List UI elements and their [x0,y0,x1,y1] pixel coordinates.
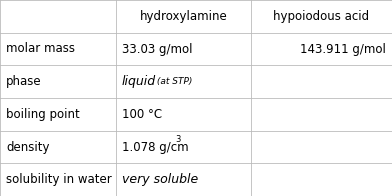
Text: 33.03 g/mol: 33.03 g/mol [122,43,192,55]
Text: hypoiodous acid: hypoiodous acid [273,10,370,23]
Text: 3: 3 [175,135,180,144]
Text: (at STP): (at STP) [154,77,192,86]
Text: boiling point: boiling point [6,108,80,121]
Text: 143.911 g/mol: 143.911 g/mol [300,43,386,55]
Text: 100 °C: 100 °C [122,108,162,121]
Text: very soluble: very soluble [122,173,198,186]
Text: hydroxylamine: hydroxylamine [140,10,227,23]
Text: phase: phase [6,75,42,88]
Text: 1.078 g/cm: 1.078 g/cm [122,141,188,153]
Text: liquid: liquid [122,75,156,88]
Text: density: density [6,141,49,153]
Text: molar mass: molar mass [6,43,75,55]
Text: solubility in water: solubility in water [6,173,112,186]
